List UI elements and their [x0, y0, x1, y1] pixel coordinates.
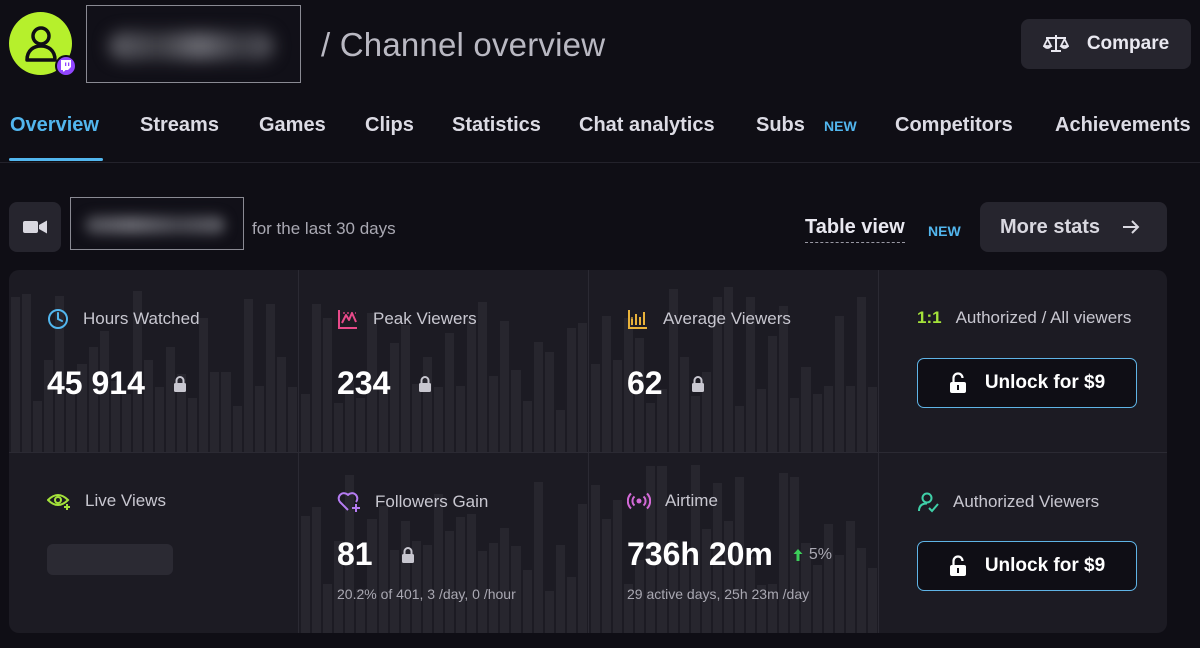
bg-bars: [299, 463, 589, 633]
active-tab-indicator: [9, 158, 103, 161]
stats-panel: Hours Watched 45 914 Peak Viewers 234: [9, 270, 1167, 633]
bg-bars: [299, 282, 589, 452]
followers-gain-value: 81: [337, 536, 373, 572]
divider: [588, 270, 589, 633]
tab-bar: Overview Streams Games Clips Statistics …: [0, 100, 1200, 163]
authorized-viewers-card: Authorized Viewers Unlock for $9: [879, 453, 1167, 633]
followers-gain-card: Followers Gain 81 20.2% of 401, 3 /day, …: [299, 453, 589, 633]
broadcast-icon: [627, 492, 651, 510]
tab-games[interactable]: Games: [259, 114, 326, 136]
arrow-up-icon: [793, 548, 803, 561]
unlock-authorized-all-button[interactable]: Unlock for $9: [917, 358, 1137, 408]
hours-watched-header: Hours Watched: [47, 308, 200, 330]
airtime-card: Airtime 736h 20m 5% 29 active days, 25h …: [589, 453, 879, 633]
hours-watched-row: 45 914: [47, 365, 187, 402]
bg-bars: [589, 282, 879, 452]
tab-chat-analytics[interactable]: Chat analytics: [579, 114, 715, 136]
peak-viewers-value: 234: [337, 365, 391, 401]
period-selector-redacted[interactable]: [70, 197, 244, 250]
peak-viewers-row: 234: [337, 365, 432, 402]
authorized-all-viewers-card: 1:1 Authorized / All viewers Unlock for …: [879, 270, 1167, 452]
average-chart-icon: [628, 310, 647, 329]
bg-bars: [589, 463, 879, 633]
airtime-trend: 5%: [793, 546, 832, 564]
hours-watched-label: Hours Watched: [83, 309, 200, 328]
followers-gain-row: 81: [337, 536, 415, 573]
lock-icon: [691, 375, 704, 392]
lock-icon: [401, 546, 414, 563]
page-title: / Channel overview: [321, 26, 606, 63]
lock-icon: [173, 375, 186, 392]
tab-statistics[interactable]: Statistics: [452, 114, 541, 136]
airtime-label: Airtime: [665, 491, 718, 510]
live-views-card: Live Views: [9, 453, 299, 633]
heart-plus-icon: [337, 492, 360, 512]
authorized-all-label: Authorized / All viewers: [955, 308, 1132, 327]
table-view-link[interactable]: Table view: [805, 216, 905, 243]
unlock-icon: [949, 372, 966, 393]
authorized-viewers-label: Authorized Viewers: [953, 492, 1100, 511]
clock-icon: [48, 309, 68, 329]
live-views-header: Live Views: [47, 491, 166, 511]
twitch-icon: [55, 55, 77, 77]
eye-plus-icon: [47, 494, 70, 510]
divider: [9, 452, 1167, 453]
average-viewers-card: Average Viewers 62: [589, 270, 879, 452]
tab-achievements[interactable]: Achievements: [1055, 114, 1191, 136]
compare-button[interactable]: Compare: [1021, 19, 1191, 69]
channel-avatar[interactable]: [9, 12, 72, 75]
bg-bars: [9, 282, 299, 452]
average-viewers-row: 62: [627, 365, 705, 402]
airtime-value: 736h 20m: [627, 536, 773, 572]
video-camera-icon: [23, 220, 47, 234]
live-views-value-placeholder: [47, 544, 173, 575]
hours-watched-value: 45 914: [47, 365, 145, 401]
unlock-label: Unlock for $9: [984, 372, 1106, 393]
airtime-sub: 29 active days, 25h 23m /day: [627, 586, 810, 602]
average-viewers-header: Average Viewers: [627, 308, 791, 330]
live-views-label: Live Views: [85, 491, 166, 510]
average-viewers-label: Average Viewers: [663, 309, 791, 328]
ratio-icon: 1:1: [917, 308, 942, 327]
subs-new-badge: NEW: [824, 118, 857, 134]
airtime-trend-value: 5%: [808, 545, 832, 563]
airtime-row: 736h 20m 5%: [627, 536, 832, 573]
average-viewers-value: 62: [627, 365, 663, 401]
channel-name-redacted: [86, 5, 301, 83]
tab-competitors[interactable]: Competitors: [895, 114, 1013, 136]
compare-label: Compare: [1086, 33, 1170, 54]
tab-overview[interactable]: Overview: [10, 114, 99, 136]
arrow-right-icon: [1123, 220, 1140, 234]
stream-source-button[interactable]: [9, 202, 61, 252]
unlock-authorized-viewers-button[interactable]: Unlock for $9: [917, 541, 1137, 591]
tab-subs[interactable]: Subs: [756, 114, 805, 136]
peak-chart-icon: [338, 310, 357, 329]
followers-gain-header: Followers Gain: [337, 491, 488, 513]
airtime-header: Airtime: [627, 491, 718, 511]
unlock-icon: [949, 555, 966, 576]
divider: [298, 270, 299, 633]
tab-streams[interactable]: Streams: [140, 114, 219, 136]
authorized-all-header: 1:1 Authorized / All viewers: [917, 308, 1131, 328]
authorized-viewers-header: Authorized Viewers: [917, 491, 1099, 513]
unlock-label: Unlock for $9: [984, 555, 1106, 576]
table-view-new-badge: NEW: [928, 223, 961, 239]
user-check-icon: [918, 492, 939, 513]
peak-viewers-header: Peak Viewers: [337, 308, 477, 330]
tab-clips[interactable]: Clips: [365, 114, 414, 136]
scales-icon: [1042, 35, 1069, 52]
period-label: for the last 30 days: [252, 219, 396, 238]
peak-viewers-label: Peak Viewers: [373, 309, 477, 328]
lock-icon: [419, 375, 432, 392]
followers-gain-sub: 20.2% of 401, 3 /day, 0 /hour: [337, 586, 516, 602]
more-stats-button[interactable]: More stats: [980, 202, 1167, 252]
followers-gain-label: Followers Gain: [375, 492, 489, 511]
user-icon: [24, 25, 57, 62]
hours-watched-card: Hours Watched 45 914: [9, 270, 299, 452]
divider: [878, 270, 879, 633]
peak-viewers-card: Peak Viewers 234: [299, 270, 589, 452]
more-stats-label: More stats: [1000, 215, 1101, 238]
